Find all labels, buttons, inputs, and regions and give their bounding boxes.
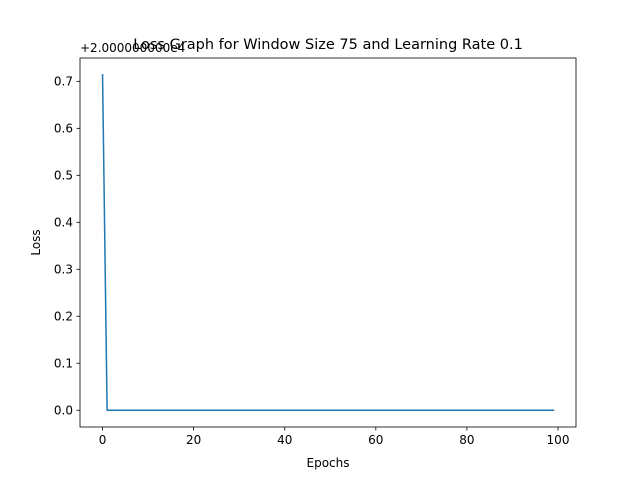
x-tick-label: 60 bbox=[368, 433, 383, 447]
y-tick-label: 0.7 bbox=[54, 75, 73, 89]
y-tick-label: 0.2 bbox=[54, 310, 73, 324]
x-tick-label: 0 bbox=[99, 433, 107, 447]
y-axis-label: Loss bbox=[29, 229, 43, 255]
plot-frame bbox=[79, 57, 577, 428]
series-group bbox=[101, 74, 555, 411]
y-tick-label: 0.3 bbox=[54, 263, 73, 277]
x-tick-label: 40 bbox=[277, 433, 292, 447]
y-tick-label: 0.6 bbox=[54, 122, 73, 136]
x-tick-label: 20 bbox=[186, 433, 201, 447]
x-axis-ticks: 0 20 40 60 80 100 bbox=[99, 427, 570, 447]
y-tick-label: 0.4 bbox=[54, 216, 73, 230]
chart-title: Loss Graph for Window Size 75 and Learni… bbox=[133, 37, 523, 53]
y-axis-offset-label: +2.000000000e4 bbox=[80, 41, 185, 55]
y-tick-label: 0.5 bbox=[54, 169, 73, 183]
y-tick-label: 0.0 bbox=[54, 404, 73, 418]
y-axis-ticks: 0.0 0.1 0.2 0.3 0.4 0.5 0.6 0.7 bbox=[54, 75, 80, 418]
y-tick-label: 0.1 bbox=[54, 357, 73, 371]
x-tick-label: 80 bbox=[459, 433, 474, 447]
x-axis-label: Epochs bbox=[307, 456, 350, 470]
plot-area bbox=[80, 58, 576, 427]
x-tick-label: 100 bbox=[547, 433, 570, 447]
loss-line bbox=[101, 74, 555, 411]
